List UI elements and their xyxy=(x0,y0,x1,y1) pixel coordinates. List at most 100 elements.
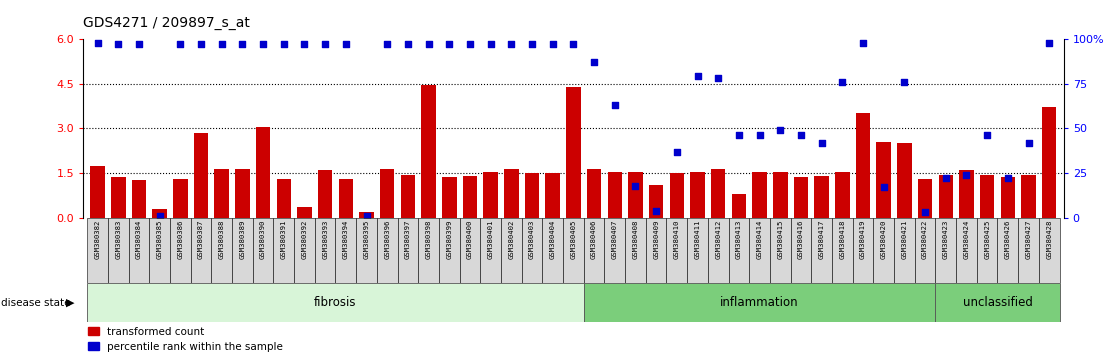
Bar xyxy=(359,212,373,218)
Bar xyxy=(173,179,187,218)
Bar xyxy=(377,218,398,283)
Text: GSM380390: GSM380390 xyxy=(260,220,266,259)
Point xyxy=(275,41,293,47)
Bar xyxy=(442,177,456,218)
Bar xyxy=(274,218,294,283)
Bar xyxy=(421,85,435,218)
Text: GSM380407: GSM380407 xyxy=(612,220,618,259)
Bar xyxy=(1018,218,1039,283)
Bar xyxy=(1022,175,1036,218)
Point xyxy=(151,213,168,219)
Bar xyxy=(1039,218,1059,283)
Bar xyxy=(649,185,664,218)
Point xyxy=(854,40,872,45)
Point xyxy=(440,41,458,47)
Text: GSM380382: GSM380382 xyxy=(94,220,101,259)
Bar xyxy=(150,218,170,283)
Bar xyxy=(876,142,891,218)
Text: inflammation: inflammation xyxy=(720,296,799,309)
Text: GDS4271 / 209897_s_at: GDS4271 / 209897_s_at xyxy=(83,16,250,30)
Bar xyxy=(625,218,646,283)
Text: GSM380413: GSM380413 xyxy=(736,220,742,259)
Bar xyxy=(690,172,705,218)
Bar xyxy=(935,283,1059,322)
Point xyxy=(689,74,707,79)
Point xyxy=(875,184,893,190)
Bar xyxy=(917,179,932,218)
Point xyxy=(192,41,209,47)
Bar xyxy=(318,170,332,218)
Text: GSM380387: GSM380387 xyxy=(198,220,204,259)
Point xyxy=(771,127,789,133)
Point xyxy=(378,41,396,47)
Bar xyxy=(542,218,563,283)
Text: GSM380422: GSM380422 xyxy=(922,220,929,259)
Point xyxy=(213,41,230,47)
Bar xyxy=(752,172,767,218)
Point xyxy=(978,133,996,138)
Point xyxy=(110,41,127,47)
Point xyxy=(89,40,106,45)
Text: GSM380404: GSM380404 xyxy=(550,220,556,259)
Bar xyxy=(1001,177,1015,218)
Point xyxy=(564,41,583,47)
Bar xyxy=(339,179,353,218)
Point xyxy=(668,149,686,154)
Bar xyxy=(587,169,602,218)
Point xyxy=(316,41,334,47)
Text: GSM380389: GSM380389 xyxy=(239,220,245,259)
Text: disease state: disease state xyxy=(1,298,71,308)
Text: GSM380384: GSM380384 xyxy=(136,220,142,259)
Point xyxy=(254,41,271,47)
Bar xyxy=(935,218,956,283)
Point xyxy=(1019,140,1037,145)
Text: GSM380415: GSM380415 xyxy=(778,220,783,259)
Bar xyxy=(545,173,560,218)
Text: GSM380426: GSM380426 xyxy=(1005,220,1010,259)
Bar xyxy=(584,218,605,283)
Text: GSM380412: GSM380412 xyxy=(715,220,721,259)
Bar xyxy=(504,169,519,218)
Point xyxy=(937,176,955,181)
Bar xyxy=(91,166,105,218)
Point xyxy=(1040,40,1058,45)
Text: unclassified: unclassified xyxy=(963,296,1033,309)
Text: GSM380385: GSM380385 xyxy=(156,220,163,259)
Bar xyxy=(256,127,270,218)
Bar xyxy=(88,218,107,283)
Point xyxy=(709,75,727,81)
Point xyxy=(585,59,603,65)
Text: GSM380420: GSM380420 xyxy=(881,220,886,259)
Bar xyxy=(111,177,125,218)
Bar xyxy=(297,207,311,218)
Bar xyxy=(938,175,953,218)
Text: GSM380386: GSM380386 xyxy=(177,220,183,259)
Point xyxy=(999,176,1017,181)
Bar xyxy=(687,218,708,283)
Text: GSM380399: GSM380399 xyxy=(447,220,452,259)
Bar xyxy=(979,175,994,218)
Text: GSM380406: GSM380406 xyxy=(591,220,597,259)
Point xyxy=(502,41,520,47)
Bar xyxy=(915,218,935,283)
Bar xyxy=(483,172,497,218)
Text: GSM380394: GSM380394 xyxy=(342,220,349,259)
Point xyxy=(544,41,562,47)
Point xyxy=(957,172,975,178)
Text: fibrosis: fibrosis xyxy=(315,296,357,309)
Bar xyxy=(835,172,850,218)
Text: GSM380417: GSM380417 xyxy=(819,220,824,259)
Text: GSM380424: GSM380424 xyxy=(964,220,970,259)
Bar xyxy=(832,218,853,283)
Bar xyxy=(132,181,146,218)
Bar xyxy=(253,218,274,283)
Bar xyxy=(731,194,746,218)
Text: GSM380428: GSM380428 xyxy=(1046,220,1053,259)
Bar xyxy=(191,218,212,283)
Bar xyxy=(749,218,770,283)
Bar xyxy=(667,218,687,283)
Text: GSM380403: GSM380403 xyxy=(529,220,535,259)
Bar xyxy=(401,175,416,218)
Text: GSM380392: GSM380392 xyxy=(301,220,307,259)
Bar xyxy=(729,218,749,283)
